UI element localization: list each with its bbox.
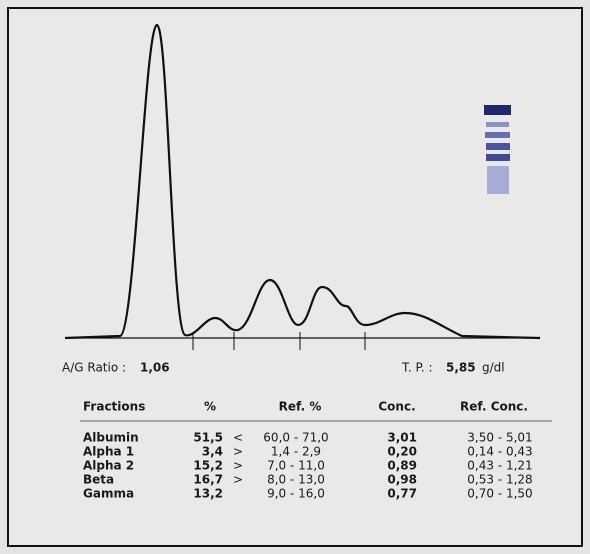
cell-ref-pct: 60,0 - 71,0 — [263, 431, 328, 445]
cell-name: Alpha 1 — [83, 445, 134, 459]
cell-flag: < — [233, 431, 243, 445]
cell-name: Albumin — [83, 431, 139, 445]
tp-value: 5,85 — [446, 361, 476, 375]
cell-ref-conc: 0,70 - 1,50 — [467, 487, 532, 501]
column-header: Conc. — [378, 400, 415, 414]
report: A/G Ratio : 1,06 T. P. : 5,85 g/dl Fract… — [0, 0, 590, 554]
ag-label: A/G Ratio : — [62, 361, 126, 375]
cell-ref-pct: 1,4 - 2,9 — [271, 445, 321, 459]
cell-name: Alpha 2 — [83, 459, 134, 473]
cell-pct: 3,4 — [202, 445, 223, 459]
column-header: Ref. % — [279, 400, 322, 414]
cell-conc: 0,77 — [387, 487, 417, 501]
cell-ref-pct: 7,0 - 11,0 — [267, 459, 325, 473]
cell-conc: 0,89 — [387, 459, 417, 473]
cell-pct: 13,2 — [193, 487, 223, 501]
column-header: % — [204, 400, 216, 414]
cell-ref-pct: 8,0 - 13,0 — [267, 473, 325, 487]
cell-flag: > — [233, 459, 243, 473]
cell-conc: 0,98 — [387, 473, 417, 487]
cell-pct: 15,2 — [193, 459, 223, 473]
column-header: Ref. Conc. — [460, 400, 528, 414]
page: {"header": {"ag_label": "A/G Ratio :", "… — [0, 0, 590, 554]
tp-label: T. P. : — [401, 361, 433, 375]
cell-pct: 16,7 — [193, 473, 223, 487]
cell-flag: > — [233, 473, 243, 487]
cell-ref-conc: 3,50 - 5,01 — [467, 431, 532, 445]
cell-conc: 3,01 — [387, 431, 417, 445]
cell-conc: 0,20 — [387, 445, 417, 459]
cell-name: Gamma — [83, 487, 134, 501]
tp-unit: g/dl — [482, 361, 505, 375]
cell-pct: 51,5 — [193, 431, 223, 445]
cell-flag: > — [233, 445, 243, 459]
ag-value: 1,06 — [140, 361, 170, 375]
cell-ref-pct: 9,0 - 16,0 — [267, 487, 325, 501]
cell-name: Beta — [83, 473, 114, 487]
column-header: Fractions — [83, 400, 145, 414]
cell-ref-conc: 0,43 - 1,21 — [467, 459, 532, 473]
cell-ref-conc: 0,14 - 0,43 — [467, 445, 532, 459]
cell-ref-conc: 0,53 - 1,28 — [467, 473, 532, 487]
